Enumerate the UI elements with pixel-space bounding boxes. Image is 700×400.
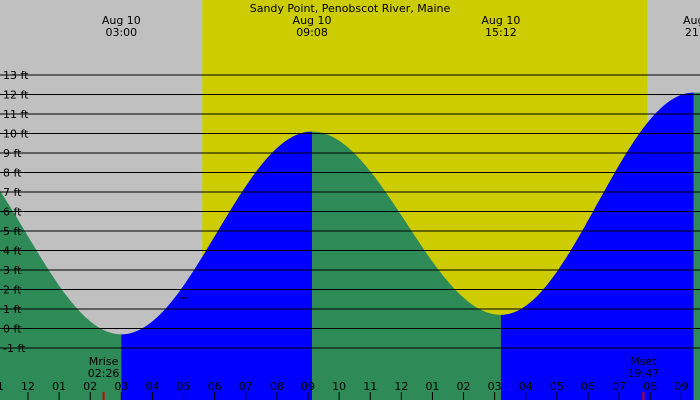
hour-tick-label: 02: [457, 380, 471, 393]
y-tick-label: 13 ft: [3, 69, 29, 82]
extrema-date-label: Aug 10: [102, 14, 141, 27]
hour-tick-label: 09: [301, 380, 315, 393]
moon-event-label: Mrise: [89, 355, 119, 368]
moon-event-time: 19:47: [628, 367, 660, 380]
falling-tide-area: [693, 92, 700, 400]
extrema-date-label: Aug 10: [293, 14, 332, 27]
y-tick-label: 4 ft: [3, 245, 22, 258]
hour-tick-label: 01: [425, 380, 439, 393]
hour-tick-label: 10: [332, 380, 346, 393]
hour-ticks: 11 12 01 02 03 04 05 06 07 08 09 10 11 12 01 02 03 04 05 06…: [0, 380, 688, 400]
y-tick-label: 2 ft: [3, 284, 22, 297]
y-tick-label: 7 ft: [3, 186, 22, 199]
hour-tick-label: 12: [394, 380, 408, 393]
y-tick-label: 11 ft: [3, 108, 29, 121]
hour-tick-label: 05: [177, 380, 191, 393]
hour-tick-label: 06: [581, 380, 595, 393]
hour-tick-label: 08: [643, 380, 657, 393]
y-tick-label: 1 ft: [3, 303, 22, 316]
extrema-date-label: Aug 10: [481, 14, 520, 27]
hour-tick-label: 03: [488, 380, 502, 393]
hour-tick-label: 07: [239, 380, 253, 393]
hour-tick-label: 02: [83, 380, 97, 393]
extrema-time-label: 09:08: [296, 26, 328, 39]
hour-tick-label: 05: [550, 380, 564, 393]
y-tick-label: 5 ft: [3, 225, 22, 238]
y-tick-label: 8 ft: [3, 167, 22, 180]
y-tick-label: 3 ft: [3, 264, 22, 277]
moon-event-time: 02:26: [88, 367, 120, 380]
extrema-time-label: 21:: [685, 26, 700, 39]
hour-tick-label: 03: [114, 380, 128, 393]
height-gridlines: [0, 74, 700, 349]
hour-tick-label: 08: [270, 380, 284, 393]
hour-tick-label: 09: [674, 380, 688, 393]
hour-tick-label: 11: [0, 380, 4, 393]
y-tick-label: 9 ft: [3, 147, 22, 160]
hour-tick-label: 12: [21, 380, 35, 393]
tide-areas: +: [0, 92, 700, 400]
hour-tick-label: 07: [612, 380, 626, 393]
moon-event-label: Mset: [630, 355, 657, 368]
extrema-date-label: Aug: [683, 14, 700, 27]
extrema-time-label: 15:12: [485, 26, 517, 39]
y-tick-label: 12 ft: [3, 89, 29, 102]
rising-tide-area: [121, 131, 312, 400]
y-tick-label: 0 ft: [3, 323, 22, 336]
y-tick-label: 10 ft: [3, 128, 29, 141]
hour-tick-label: 11: [363, 380, 377, 393]
y-tick-labels: -1 ft 0 ft 1 ft 2 ft 3 ft 4 ft 5 ft 6 ft 7 ft 8 f…: [3, 69, 29, 355]
extrema-time-label: 03:00: [105, 26, 137, 39]
chart-title: Sandy Point, Penobscot River, Maine: [250, 2, 451, 15]
hour-tick-label: 04: [145, 380, 159, 393]
plus-marker: +: [179, 291, 188, 304]
y-tick-label: 6 ft: [3, 206, 22, 219]
hour-tick-label: 01: [52, 380, 66, 393]
rising-tide-area: [500, 92, 694, 400]
y-tick-label: -1 ft: [3, 342, 26, 355]
hour-tick-label: 04: [519, 380, 533, 393]
hour-tick-label: 06: [208, 380, 222, 393]
falling-tide-area: [312, 131, 501, 400]
